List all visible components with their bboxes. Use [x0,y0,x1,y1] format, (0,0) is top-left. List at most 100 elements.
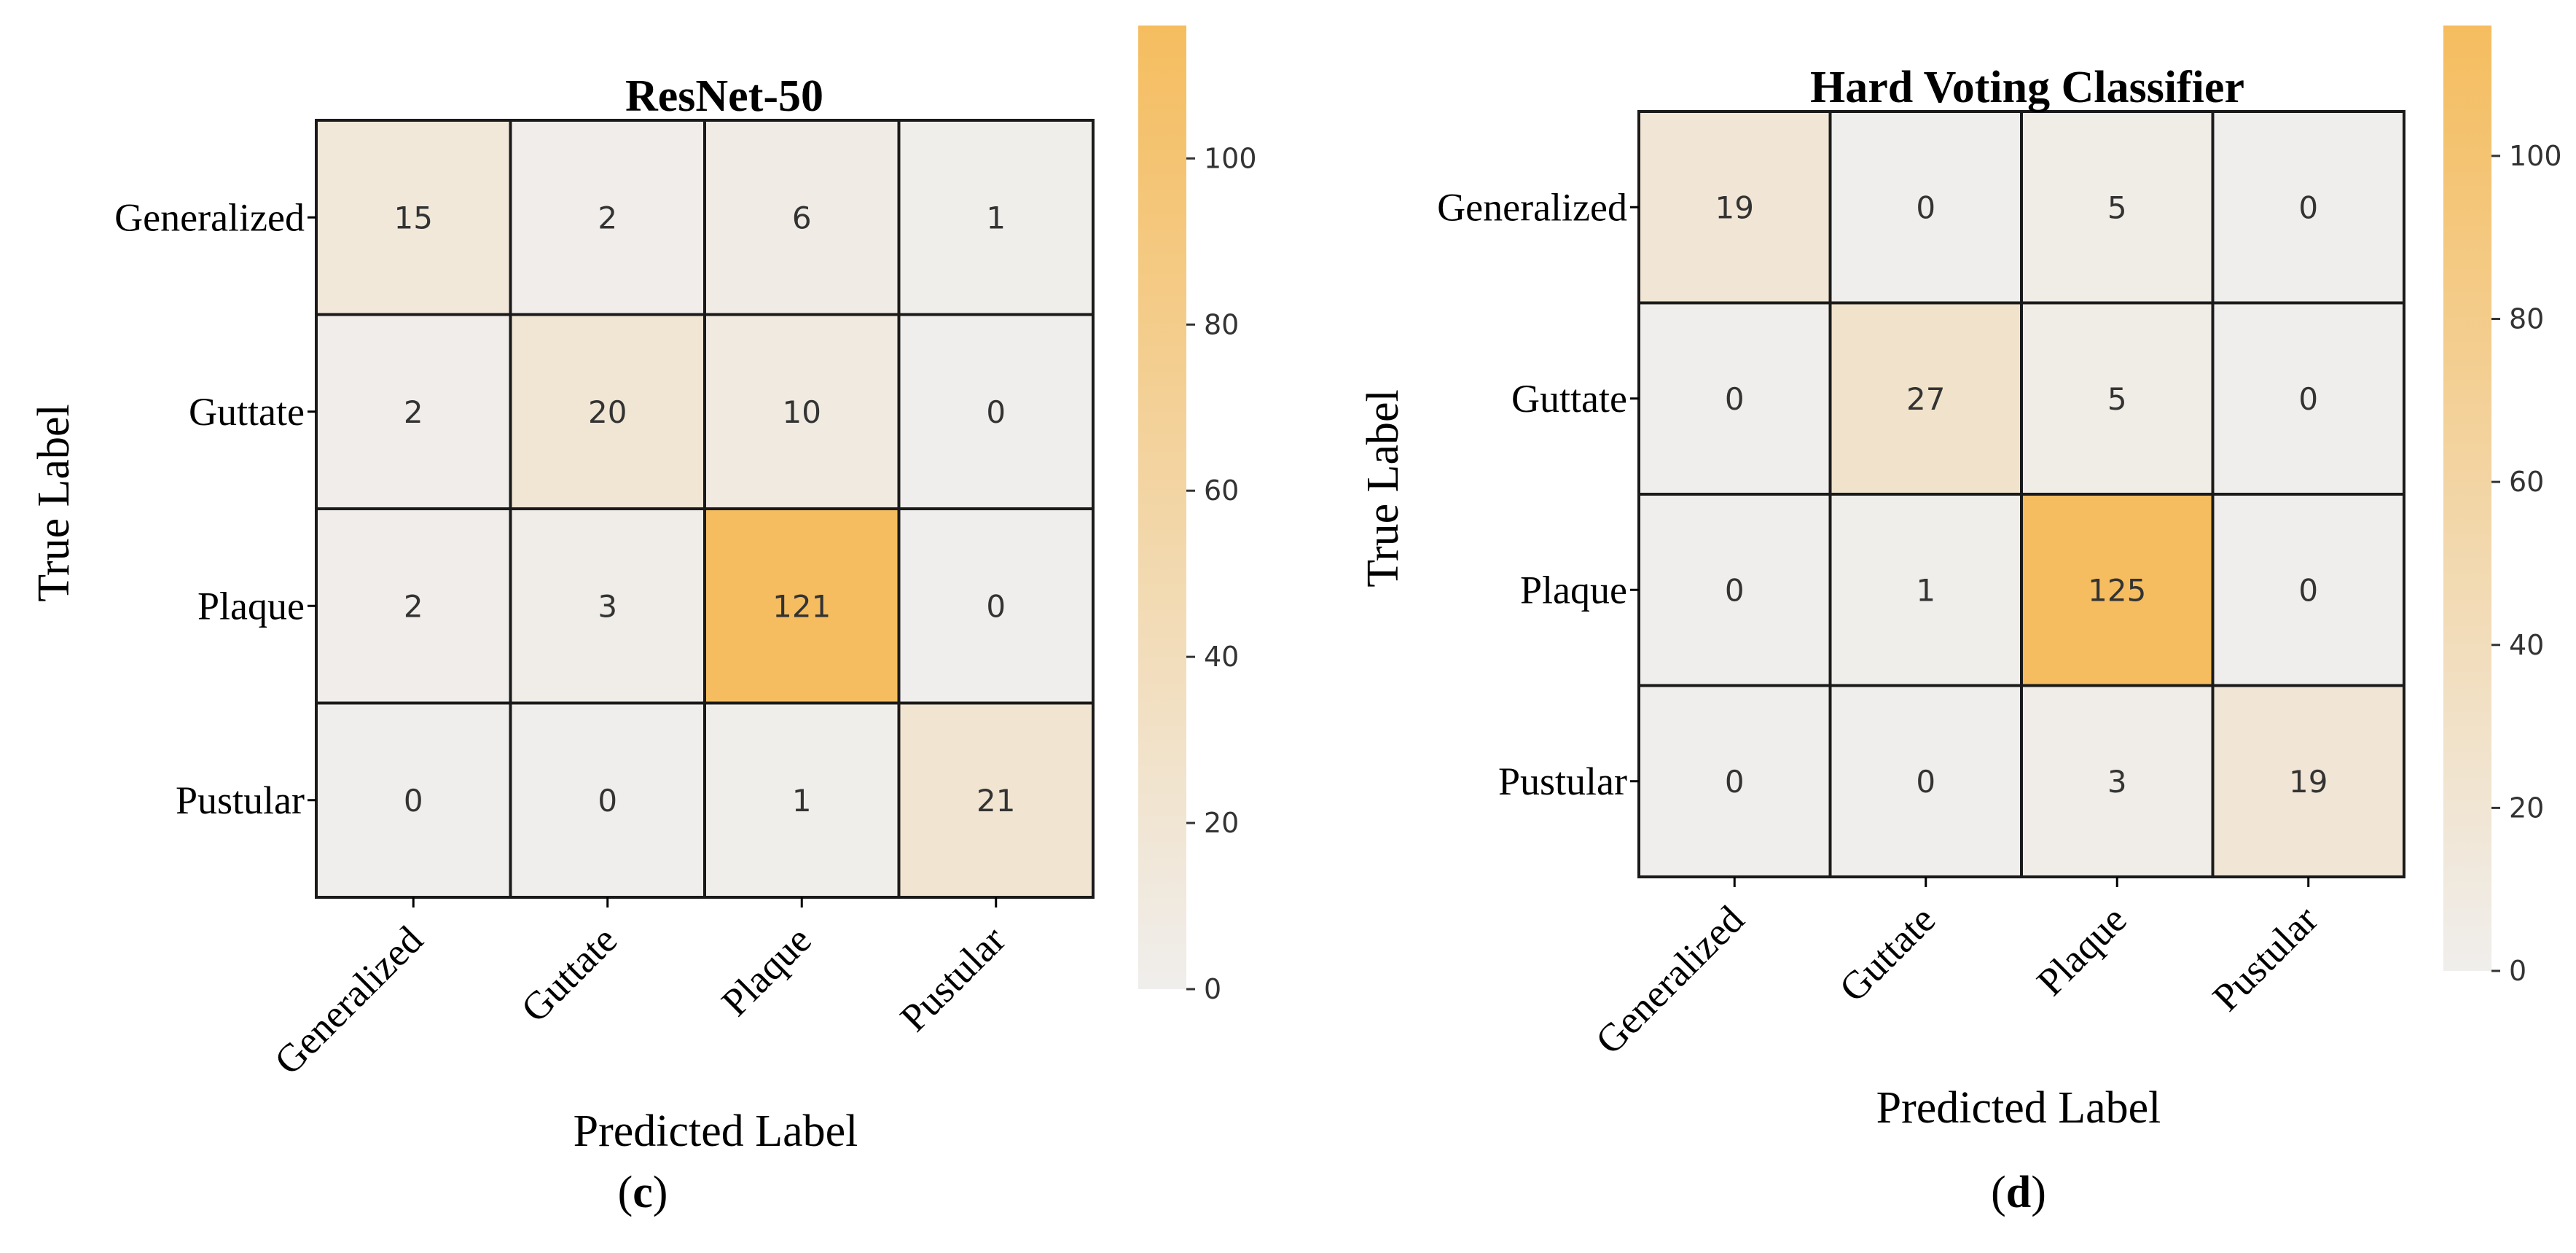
x-tick-label: Plaque [713,918,819,1024]
cell-value-label: 27 [1906,381,1945,417]
cell-value-label: 21 [976,783,1015,819]
cell-value-label: 0 [1916,764,1935,800]
panel-label-open: ( [1991,1168,2006,1217]
y-tick-label: Plaque [1520,568,1627,612]
heatmap-cell [1828,110,2023,305]
panel-label: (d) [1991,1168,2046,1217]
heatmap-cell [1637,493,1832,687]
cell-value-label: 0 [1725,572,1745,608]
cell-value-label: 0 [598,783,617,819]
cell-value-label: 10 [783,394,821,430]
heatmap-cell [2020,110,2215,305]
panel-c: 15 2 6 12 20 10 02 3 121 00 0 1 21 GeneralizedGuttat… [29,26,1257,1217]
panel-d: 19 0 5 0 0 27 5 0 0 1 125 0 0 0 3 19 Generalized Guttate… [1358,26,2562,1217]
x-tick-label: Guttate [1831,897,1943,1010]
panel-label: (c) [618,1168,668,1217]
panel-label-letter: d [2006,1168,2031,1217]
heatmap-cell [509,507,706,705]
x-axis-label: Predicted Label [573,1106,858,1156]
cell-value-label: 125 [2088,572,2146,608]
colorbar-tick-label: 80 [1204,308,1239,340]
colorbar [1138,26,1186,989]
y-tick-label: Pustular [1498,760,1627,803]
cell-value-label: 0 [404,783,423,819]
cell-value-label: 2 [404,394,423,430]
y-axis-label: True Label [1358,389,1408,588]
cell-value-label: 0 [2298,190,2318,225]
cell-value-label: 15 [394,200,433,235]
heatmap-cell [2020,493,2215,687]
colorbar-tick-label: 40 [2509,629,2544,661]
cell-value-label: 1 [1916,572,1935,608]
cell-value-label: 121 [772,588,831,624]
colorbar-tick-label: 20 [2509,792,2544,824]
heatmap-cell [897,701,1095,899]
cell-value-label: 0 [1725,764,1745,800]
heatmap-cell [2211,493,2405,687]
x-tick-label: Guttate [512,918,625,1031]
heatmap-cell [897,507,1095,705]
colorbar-tick-label: 0 [1204,973,1221,1005]
y-axis-label: True Label [29,404,79,602]
cell-value-label: 3 [2107,764,2127,800]
cell-value-label: 2 [404,588,423,624]
cell-value-label: 6 [792,200,812,235]
heatmap-cell [2211,301,2405,496]
y-tick-label: Pustular [176,778,305,822]
cell-value-label: 2 [598,200,617,235]
heatmap-cell [2211,110,2405,305]
heatmap-cell [509,313,706,510]
x-tick-label: Generalized [266,918,431,1083]
heatmap-cell [1828,493,2023,687]
heatmap-cells: 15 2 6 12 20 10 02 3 121 00 0 1 21 [315,119,1095,899]
x-tick-label: Plaque [2028,897,2134,1004]
heatmap-cell [509,701,706,899]
colorbar-tick-label: 80 [2509,303,2544,335]
y-tick-label: Guttate [1511,377,1627,421]
heatmap-cell [897,119,1095,316]
colorbar-tick-label: 100 [2509,140,2562,172]
cell-value-label: 0 [1725,381,1745,417]
x-tick-label: Pustular [2204,897,2327,1020]
heatmap-frame [315,119,1095,899]
cell-value-label: 0 [1916,190,1935,225]
colorbar-tick-label: 0 [2509,955,2526,987]
heatmap-cell [2020,684,2215,878]
heatmap-cell [509,119,706,316]
panel-label-open: ( [618,1168,633,1217]
colorbar-tick-label: 20 [1204,807,1239,839]
cell-value-label: 1 [792,783,812,819]
x-axis-label: Predicted Label [1876,1083,2161,1133]
heatmap-cell [315,119,512,316]
y-tick-label: Generalized [1437,185,1627,229]
y-tick-label: Guttate [189,390,305,434]
colorbar-tick-label: 60 [2509,466,2544,498]
colorbar [2443,26,2491,971]
colorbar-tick-label: 60 [1204,475,1239,507]
cell-value-label: 20 [588,394,627,430]
y-tick-label: Generalized [114,195,305,239]
cell-value-label: 5 [2107,190,2127,225]
cell-value-label: 0 [986,588,1006,624]
colorbar-tick-label: 100 [1204,142,1257,174]
heatmap-cell [897,313,1095,510]
cell-value-label: 5 [2107,381,2127,417]
chart-title: ResNet-50 [625,71,823,121]
cell-value-label: 3 [598,588,617,624]
x-tick-label: Generalized [1587,897,1753,1063]
colorbar-tick-label: 40 [1204,641,1239,673]
x-tick-label: Pustular [892,918,1014,1040]
heatmap-cells: 19 0 5 0 0 27 5 0 0 1 125 0 0 0 3 19 [1637,110,2405,878]
panel-label-close: ) [2031,1168,2046,1217]
panel-label-close: ) [653,1168,668,1217]
cell-value-label: 0 [2298,381,2318,417]
cell-value-label: 19 [1715,190,1754,225]
colorbar-ticks: 0 20 40 60 80 100 [2491,140,2562,987]
panel-label-letter: c [633,1168,653,1217]
cell-value-label: 0 [2298,572,2318,608]
heatmap-frame [1637,110,2405,878]
cell-value-label: 0 [986,394,1006,430]
heatmap-cell [1637,684,1832,878]
chart-title: Hard Voting Classifier [1810,63,2244,112]
